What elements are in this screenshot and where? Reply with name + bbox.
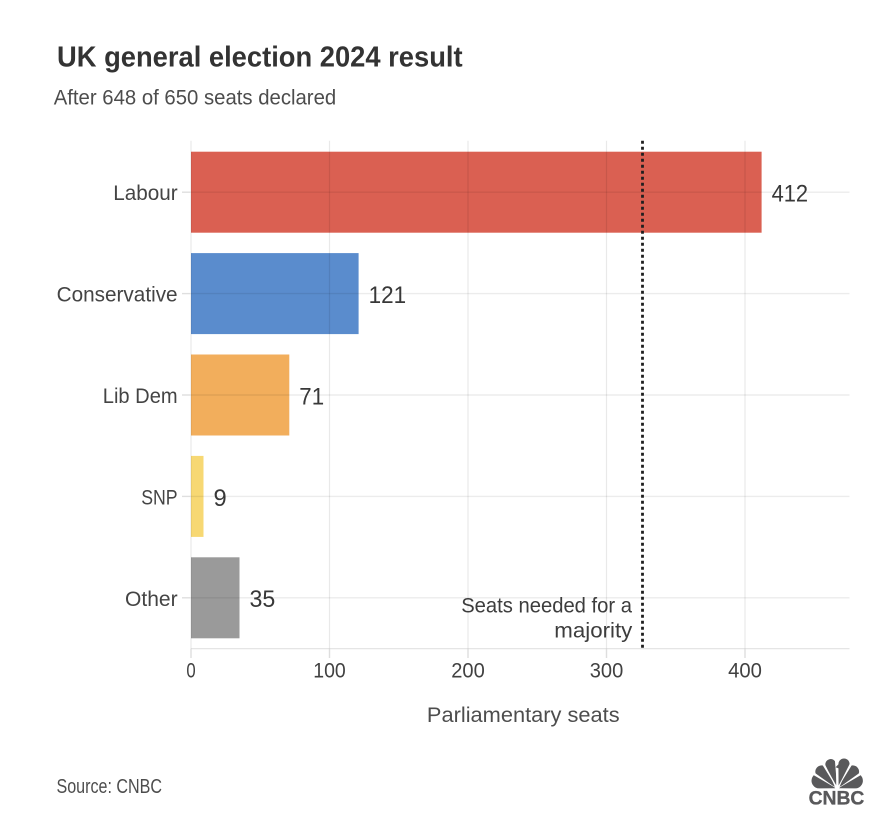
svg-text:UK general election 2024 resul: UK general election 2024 result	[57, 41, 463, 73]
svg-text:Conservative: Conservative	[57, 284, 178, 307]
svg-text:After 648 of 650 seats declare: After 648 of 650 seats declared	[54, 86, 337, 109]
svg-text:majority: majority	[554, 619, 633, 642]
svg-text:Lib Dem: Lib Dem	[103, 385, 178, 408]
svg-text:Labour: Labour	[113, 182, 177, 205]
svg-text:35: 35	[250, 586, 276, 613]
svg-text:Other: Other	[125, 588, 178, 611]
svg-text:71: 71	[299, 383, 324, 410]
svg-text:100: 100	[313, 659, 346, 683]
svg-text:300: 300	[590, 659, 624, 683]
svg-text:412: 412	[772, 181, 809, 208]
svg-text:400: 400	[728, 659, 762, 683]
svg-text:CNBC: CNBC	[809, 788, 865, 810]
svg-text:0: 0	[186, 659, 195, 683]
svg-text:SNP: SNP	[141, 486, 177, 509]
svg-text:121: 121	[369, 282, 407, 309]
svg-text:Parliamentary seats: Parliamentary seats	[427, 703, 620, 727]
svg-text:9: 9	[214, 485, 227, 512]
svg-text:Seats needed for a: Seats needed for a	[461, 595, 632, 618]
svg-text:200: 200	[451, 659, 485, 683]
svg-text:Source: CNBC: Source: CNBC	[57, 775, 163, 798]
